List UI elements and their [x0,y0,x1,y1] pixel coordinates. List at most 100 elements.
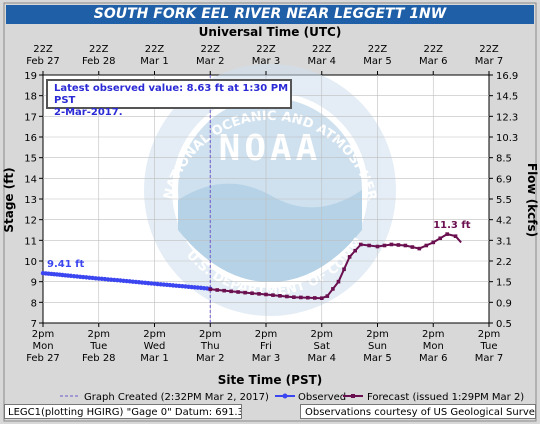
stage-axis: 7 8 9 10 11 12 13 14 15 16 17 18 19 [24,71,43,330]
bottom-tick-time: 2pm [422,329,444,340]
latest-observed-callout: Latest observed value: 8.63 ft at 1:30 P… [46,79,292,118]
forecast-point [438,236,443,241]
forecast-point [222,288,226,293]
legend-created: Graph Created (2:32PM Mar 2, 2017) [84,392,269,403]
forecast-point [312,296,317,300]
legend-observed: Observed [298,392,346,403]
flow-tick-label: 14.5 [496,92,518,103]
forecast-point [367,243,371,248]
flow-tick-label: 16.9 [496,71,518,82]
legend: Graph Created (2:32PM Mar 2, 2017) Obser… [60,392,524,403]
flow-axis: 16.9 14.5 12.3 10.3 8.5 6.9 5.5 4.2 3.1 2.2 1.5 0.9… [489,71,518,330]
flow-tick-label: 0.9 [496,298,512,309]
forecast-point [347,255,352,259]
bottom-tick-date: Mar 1 [140,353,168,364]
flow-tick-label: 4.2 [496,216,512,227]
forecast-point [336,279,341,284]
top-tick-date: Mar 1 [140,56,168,67]
top-tick-utc: 22Z [423,44,443,55]
forecast-point [382,243,387,248]
bottom-tick-day: Tue [479,341,497,352]
y-tick-label: 17 [24,112,37,123]
bottom-tick-time: 2pm [32,329,54,340]
flow-tick-label: 10.3 [496,133,518,144]
bottom-axis-title: Site Time (PST) [218,373,323,387]
flow-tick-label: 0.5 [496,319,512,330]
top-tick-date: Mar 2 [196,56,224,67]
bottom-tick-day: Mon [32,341,53,352]
series-layer [40,232,462,300]
y-tick-label: 13 [24,195,37,206]
top-tick-date: Mar 3 [252,56,280,67]
top-tick-date: Mar 7 [475,56,503,67]
top-tick-date: Mar 6 [419,56,447,67]
left-axis-title: Stage (ft) [2,167,16,232]
y-tick-label: 14 [24,174,37,185]
y-tick-label: 11 [24,236,37,247]
value-annotation: 9.41 ft [47,259,85,270]
bottom-tick-day: Sat [314,341,330,352]
forecast-point [403,243,408,248]
bottom-tick-time: 2pm [143,329,165,340]
forecast-point [215,288,220,292]
forecast-point [208,287,213,292]
y-tick-label: 18 [24,92,37,103]
forecast-point [389,242,394,247]
forecast-point [331,287,335,291]
top-tick-utc: 22Z [256,44,276,55]
y-tick-label: 12 [24,216,37,227]
top-tick-utc: 22Z [368,44,388,55]
forecast-point [417,246,422,251]
forecast-point [453,234,458,238]
forecast-point [424,243,429,248]
forecast-point [229,289,233,294]
forecast-point [285,294,289,299]
flow-tick-label: 2.2 [496,257,512,268]
bottom-tick-date: Mar 5 [363,353,391,364]
top-tick-utc: 22Z [33,44,53,55]
callout-line1: Latest observed value: 8.63 ft at 1:30 P… [54,83,289,106]
forecast-point [271,293,275,297]
forecast-point [353,248,357,253]
chart-title: SOUTH FORK EEL RIVER NEAR LEGGETT 1NW [6,5,534,24]
forecast-point [319,296,324,300]
forecast-point [445,232,449,236]
forecast-point [236,290,240,294]
bottom-tick-time: 2pm [199,329,221,340]
callout-line2: 2-Mar-2017. [54,107,123,118]
y-tick-label: 10 [24,257,37,268]
y-tick-label: 15 [24,154,37,165]
annotation-layer: 9.41 ft 11.3 ft [47,220,471,270]
forecast-point [257,292,261,296]
y-tick-label: 9 [31,278,37,289]
bottom-tick-time: 2pm [255,329,277,340]
top-tick-utc: 22Z [145,44,165,55]
flow-tick-label: 5.5 [496,195,512,206]
bottom-tick-date: Mar 4 [308,353,336,364]
flow-tick-label: 12.3 [496,112,518,123]
y-tick-label: 8 [31,298,37,309]
bottom-tick-day: Sun [368,341,387,352]
forecast-point [396,243,401,247]
source-footer: Observations courtesy of US Geological S… [300,404,536,419]
grid [43,75,489,323]
forecast-point [342,267,346,272]
top-tick-date: Feb 27 [26,56,60,67]
top-tick-utc: 22Z [89,44,109,55]
bottom-tick-time: 2pm [311,329,333,340]
forecast-point [250,291,254,296]
value-annotation: 11.3 ft [433,220,471,231]
forecast-point [264,292,268,297]
y-tick-label: 7 [31,319,37,330]
top-tick-utc: 22Z [479,44,499,55]
bottom-tick-day: Fri [260,341,272,352]
bottom-tick-date: Mar 3 [252,353,280,364]
bottom-tick-date: Feb 28 [82,353,116,364]
forecast-point [299,295,303,300]
top-tick-date: Mar 5 [363,56,391,67]
forecast-point [358,242,363,247]
watermark-noaa-text: NOAA [219,128,322,169]
forecast-point [278,294,282,298]
forecast-point [325,294,330,298]
top-tick-date: Mar 4 [308,56,336,67]
